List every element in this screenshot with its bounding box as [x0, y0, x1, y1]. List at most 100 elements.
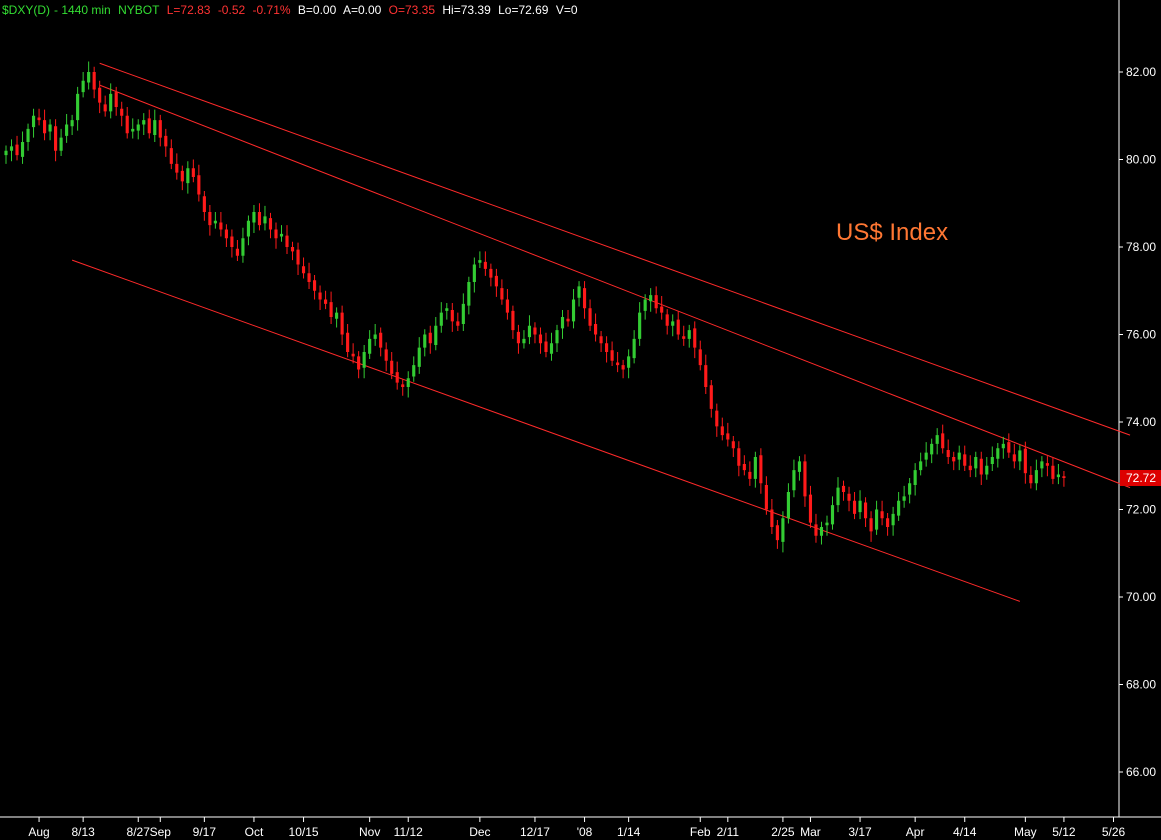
y-tick-label: 80.00	[1126, 153, 1156, 167]
candle-body	[627, 356, 631, 368]
candle-body	[505, 299, 509, 313]
candle-body	[346, 332, 350, 352]
y-tick-label: 76.00	[1126, 328, 1156, 342]
header-low: Lo=72.69	[498, 3, 549, 17]
candle-body	[511, 310, 515, 331]
candle-body	[1007, 442, 1011, 453]
candle-body	[307, 273, 311, 282]
candle-body	[357, 356, 361, 370]
candle-body	[935, 435, 939, 444]
candle-body	[1018, 450, 1022, 462]
candle-body	[836, 487, 840, 506]
candle-body	[390, 360, 394, 374]
candle-body	[880, 511, 884, 519]
candle-body	[671, 321, 675, 326]
candle-body	[649, 295, 653, 302]
candle-body	[1045, 463, 1049, 466]
candle-body	[439, 312, 443, 326]
candle-body	[1062, 476, 1066, 478]
x-tick-label: 8/27	[127, 825, 151, 839]
candle-body	[351, 353, 355, 357]
candle-body	[582, 288, 587, 309]
candle-body	[20, 142, 25, 157]
x-tick-label: Aug	[28, 825, 49, 839]
candle-body	[81, 80, 85, 93]
candle-body	[467, 282, 471, 306]
candle-body	[665, 314, 669, 326]
candle-body	[544, 341, 548, 352]
candle-body	[968, 465, 972, 471]
candle-body	[478, 260, 482, 263]
candle-body	[1051, 465, 1055, 479]
candle-body	[742, 464, 746, 471]
candle-body	[37, 117, 41, 121]
candle-body	[59, 137, 63, 151]
candle-body	[92, 72, 96, 90]
candle-body	[235, 248, 239, 256]
candle-body	[605, 343, 609, 352]
x-tick-label: 5/12	[1052, 825, 1076, 839]
x-tick-label: Oct	[245, 825, 264, 839]
candle-body	[340, 312, 344, 335]
candle-body	[963, 454, 967, 466]
candle-body	[919, 461, 923, 471]
candle-body	[792, 470, 796, 491]
candle-body	[720, 426, 724, 436]
candle-body	[941, 433, 945, 449]
candle-body	[450, 310, 454, 322]
candle-body	[726, 433, 730, 440]
header-change-pct: -0.71%	[252, 3, 291, 17]
y-tick-label: 66.00	[1126, 765, 1156, 779]
x-tick-label: Mar	[800, 825, 821, 839]
header-high: Hi=73.39	[442, 3, 491, 17]
candle-body	[142, 120, 146, 125]
candle-body	[109, 93, 113, 112]
candle-body	[15, 144, 19, 156]
candle-body	[875, 509, 879, 530]
candle-body	[401, 384, 405, 387]
candle-body	[26, 128, 30, 142]
candle-body	[731, 441, 735, 449]
candle-body	[208, 212, 212, 226]
candle-body	[698, 349, 702, 366]
candle-body	[180, 170, 184, 182]
candle-body	[412, 365, 416, 377]
candle-body	[9, 146, 14, 151]
channel-lower-trendline	[71, 259, 1021, 602]
candle-body	[379, 332, 383, 348]
candle-body	[461, 303, 465, 324]
candle-body	[324, 299, 328, 304]
candle-body	[841, 485, 846, 492]
candle-body	[715, 410, 719, 427]
candle-body	[186, 168, 190, 184]
candle-body	[974, 457, 978, 469]
candle-body	[136, 124, 140, 131]
candle-body	[990, 457, 994, 464]
candle-body	[224, 229, 228, 239]
candle-body	[31, 115, 36, 128]
header-last: L=72.83	[166, 3, 211, 17]
x-tick-label: 9/17	[193, 825, 217, 839]
candle-body	[213, 220, 217, 224]
candle-body	[924, 452, 928, 460]
candle-body	[290, 247, 295, 252]
candle-body	[98, 87, 102, 103]
y-tick-label: 74.00	[1126, 415, 1156, 429]
candle-body	[169, 148, 173, 164]
candle-body	[599, 336, 603, 344]
candle-body	[676, 319, 680, 335]
candle-body	[445, 308, 449, 311]
x-tick-label: 2/11	[717, 825, 740, 839]
candle-body	[610, 350, 614, 361]
x-tick-label: Sep	[150, 825, 172, 839]
candle-body	[996, 448, 1000, 459]
y-tick-label: 72.00	[1126, 503, 1156, 517]
candle-body	[847, 493, 851, 501]
x-tick-label: 1/14	[617, 825, 641, 839]
candle-body	[687, 330, 691, 339]
candle-body	[825, 522, 829, 526]
candle-body	[164, 135, 168, 147]
candle-body	[384, 349, 388, 361]
